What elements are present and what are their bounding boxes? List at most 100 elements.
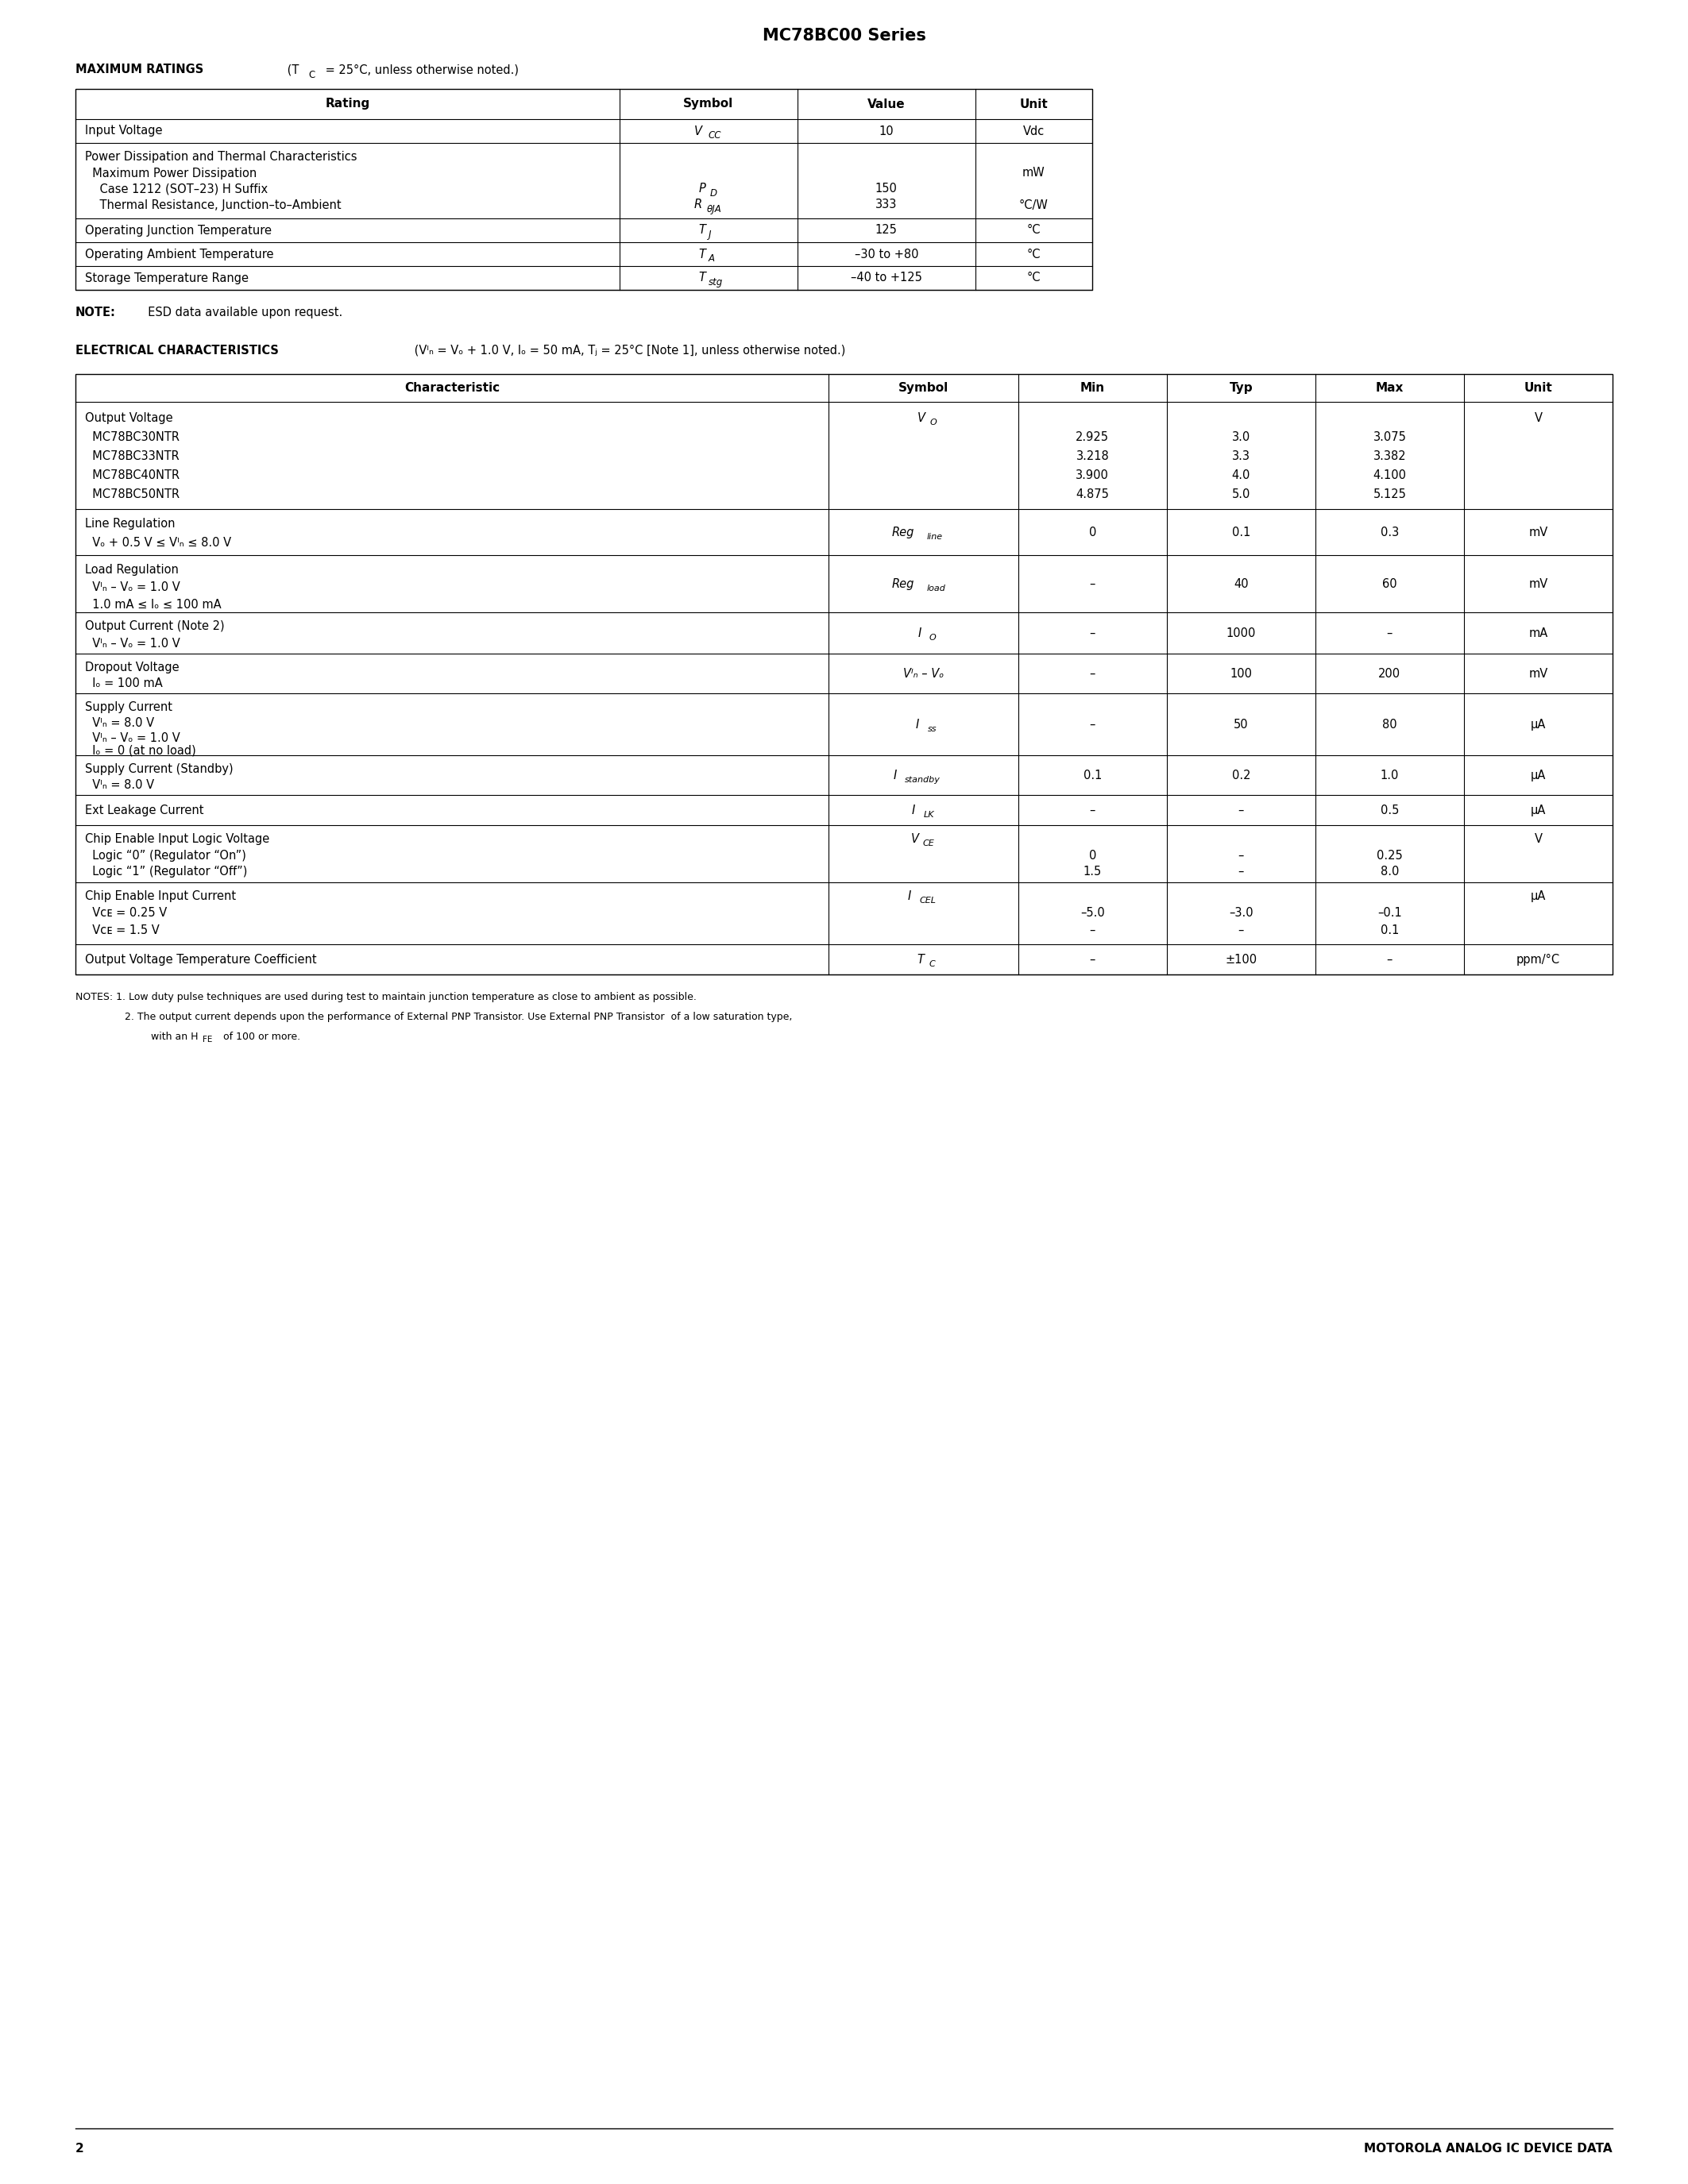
Text: Typ: Typ: [1229, 382, 1252, 393]
Text: 200: 200: [1379, 668, 1401, 679]
Text: 0.1: 0.1: [1381, 924, 1399, 937]
Text: 0.1: 0.1: [1084, 769, 1102, 782]
Text: MOTOROLA ANALOG IC DEVICE DATA: MOTOROLA ANALOG IC DEVICE DATA: [1364, 2143, 1612, 2153]
Text: Value: Value: [868, 98, 905, 109]
Text: 0: 0: [1089, 850, 1096, 860]
Text: –: –: [1089, 627, 1096, 640]
Text: 1.0 mA ≤ Iₒ ≤ 100 mA: 1.0 mA ≤ Iₒ ≤ 100 mA: [84, 598, 221, 609]
Text: Max: Max: [1376, 382, 1404, 393]
Text: –: –: [1089, 668, 1096, 679]
Text: 125: 125: [876, 225, 898, 236]
Text: Vᴵₙ – Vₒ = 1.0 V: Vᴵₙ – Vₒ = 1.0 V: [84, 732, 181, 745]
Text: Chip Enable Input Current: Chip Enable Input Current: [84, 889, 236, 902]
Text: Vᴄᴇ = 1.5 V: Vᴄᴇ = 1.5 V: [84, 924, 159, 937]
Text: Vᴵₙ = 8.0 V: Vᴵₙ = 8.0 V: [84, 780, 154, 791]
Text: 1000: 1000: [1225, 627, 1256, 640]
Text: CE: CE: [923, 839, 935, 847]
Text: mA: mA: [1529, 627, 1548, 640]
Text: 4.100: 4.100: [1372, 470, 1406, 480]
Text: 150: 150: [876, 183, 898, 194]
Text: Operating Junction Temperature: Operating Junction Temperature: [84, 225, 272, 236]
Text: –: –: [1239, 804, 1244, 817]
Text: –: –: [1089, 719, 1096, 729]
Text: Operating Ambient Temperature: Operating Ambient Temperature: [84, 249, 273, 260]
Text: Min: Min: [1080, 382, 1106, 393]
Text: V: V: [694, 124, 702, 138]
Text: –30 to +80: –30 to +80: [854, 249, 918, 260]
Text: 3.382: 3.382: [1372, 450, 1406, 461]
Text: μA: μA: [1531, 804, 1546, 817]
Text: O: O: [930, 417, 937, 426]
Text: Reg: Reg: [891, 526, 915, 537]
Text: Output Voltage Temperature Coefficient: Output Voltage Temperature Coefficient: [84, 954, 317, 965]
Text: Output Voltage: Output Voltage: [84, 413, 172, 424]
Text: Symbol: Symbol: [898, 382, 949, 393]
Text: 0.25: 0.25: [1377, 850, 1403, 860]
Text: Input Voltage: Input Voltage: [84, 124, 162, 138]
Text: –: –: [1089, 954, 1096, 965]
Text: MAXIMUM RATINGS: MAXIMUM RATINGS: [76, 63, 204, 76]
Text: –: –: [1388, 954, 1393, 965]
Text: 0.5: 0.5: [1381, 804, 1399, 817]
Text: MC78BC50NTR: MC78BC50NTR: [84, 487, 179, 500]
Text: MC78BC33NTR: MC78BC33NTR: [84, 450, 179, 461]
Text: Load Regulation: Load Regulation: [84, 563, 179, 574]
Text: –: –: [1239, 850, 1244, 860]
Text: ss: ss: [927, 725, 937, 732]
Text: T: T: [699, 273, 706, 284]
Text: 1.0: 1.0: [1381, 769, 1399, 782]
Text: 4.875: 4.875: [1075, 487, 1109, 500]
Text: Power Dissipation and Thermal Characteristics: Power Dissipation and Thermal Characteri…: [84, 151, 358, 162]
Text: Output Current (Note 2): Output Current (Note 2): [84, 620, 225, 631]
Text: μA: μA: [1531, 719, 1546, 729]
Text: Dropout Voltage: Dropout Voltage: [84, 662, 179, 673]
Text: I: I: [915, 719, 918, 729]
Text: μA: μA: [1531, 889, 1546, 902]
Text: 0.3: 0.3: [1381, 526, 1399, 537]
Text: 1.5: 1.5: [1084, 865, 1102, 878]
Text: mW: mW: [1023, 168, 1045, 179]
Text: 3.900: 3.900: [1075, 470, 1109, 480]
Text: stg: stg: [709, 277, 722, 288]
Text: mV: mV: [1529, 668, 1548, 679]
Text: μA: μA: [1531, 769, 1546, 782]
Text: –: –: [1239, 865, 1244, 878]
Text: I: I: [918, 627, 922, 640]
Text: Characteristic: Characteristic: [405, 382, 500, 393]
Text: 8.0: 8.0: [1381, 865, 1399, 878]
Bar: [76, 90, 1092, 290]
Text: FE: FE: [203, 1035, 213, 1044]
Text: 50: 50: [1234, 719, 1249, 729]
Text: Logic “1” (Regulator “Off”): Logic “1” (Regulator “Off”): [84, 865, 248, 878]
Text: O: O: [928, 633, 935, 642]
Text: J: J: [709, 229, 711, 240]
Text: P: P: [699, 183, 706, 194]
Text: –: –: [1089, 579, 1096, 590]
Text: of 100 or more.: of 100 or more.: [219, 1031, 300, 1042]
Text: = 25°C, unless otherwise noted.): = 25°C, unless otherwise noted.): [322, 63, 518, 76]
Text: 2: 2: [76, 2143, 84, 2153]
Text: R: R: [694, 199, 702, 212]
Text: V: V: [912, 832, 918, 845]
Text: I: I: [908, 889, 912, 902]
Text: Ext Leakage Current: Ext Leakage Current: [84, 804, 204, 817]
Text: (T: (T: [284, 63, 299, 76]
Text: °C: °C: [1026, 273, 1041, 284]
Text: –0.1: –0.1: [1377, 906, 1401, 919]
Text: –: –: [1388, 627, 1393, 640]
Text: 0: 0: [1089, 526, 1096, 537]
Text: Maximum Power Dissipation: Maximum Power Dissipation: [84, 168, 257, 179]
Text: Unit: Unit: [1524, 382, 1553, 393]
Text: ESD data available upon request.: ESD data available upon request.: [140, 306, 343, 319]
Text: Supply Current (Standby): Supply Current (Standby): [84, 762, 233, 775]
Text: Case 1212 (SOT–23) H Suffix: Case 1212 (SOT–23) H Suffix: [84, 183, 268, 194]
Text: 3.218: 3.218: [1075, 450, 1109, 461]
Text: MC78BC00 Series: MC78BC00 Series: [763, 28, 925, 44]
Text: Vᴄᴇ = 0.25 V: Vᴄᴇ = 0.25 V: [84, 906, 167, 919]
Text: LK: LK: [923, 810, 933, 819]
Text: T: T: [917, 954, 923, 965]
Text: Vᴵₙ – Vₒ: Vᴵₙ – Vₒ: [903, 668, 944, 679]
Text: Logic “0” (Regulator “On”): Logic “0” (Regulator “On”): [84, 850, 246, 860]
Text: Iₒ = 100 mA: Iₒ = 100 mA: [84, 677, 162, 688]
Text: °C: °C: [1026, 225, 1041, 236]
